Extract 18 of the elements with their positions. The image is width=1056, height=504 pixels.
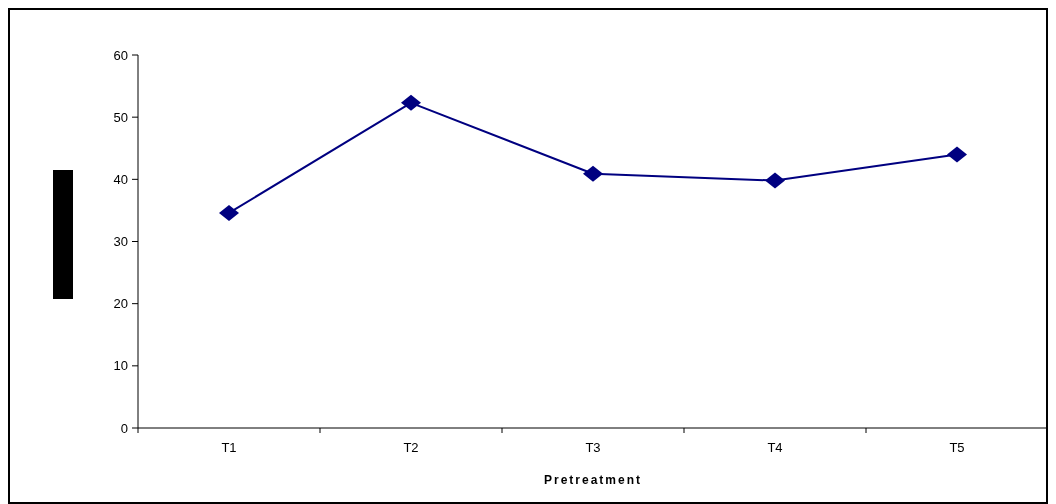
x-axis-title: Pretreatment <box>543 473 643 487</box>
x-tick-label: T2 <box>403 440 419 455</box>
y-tick-label: 60 <box>113 47 128 63</box>
point <box>583 165 603 182</box>
point <box>401 94 421 111</box>
y-tick-label: 50 <box>113 109 128 125</box>
y-tick-label: 10 <box>113 358 128 374</box>
x-tick-label: T5 <box>949 440 965 455</box>
y-tick-label: 40 <box>113 171 128 187</box>
x-tick-label: T1 <box>221 440 237 455</box>
x-tick-label: T3 <box>585 440 601 455</box>
point <box>765 172 785 189</box>
point <box>219 204 239 221</box>
y-tick-label: 0 <box>120 420 128 436</box>
y-tick-label: 20 <box>113 296 128 312</box>
y-tick-label: 30 <box>113 234 128 250</box>
point <box>947 146 967 163</box>
x-tick-label: T4 <box>767 440 783 455</box>
